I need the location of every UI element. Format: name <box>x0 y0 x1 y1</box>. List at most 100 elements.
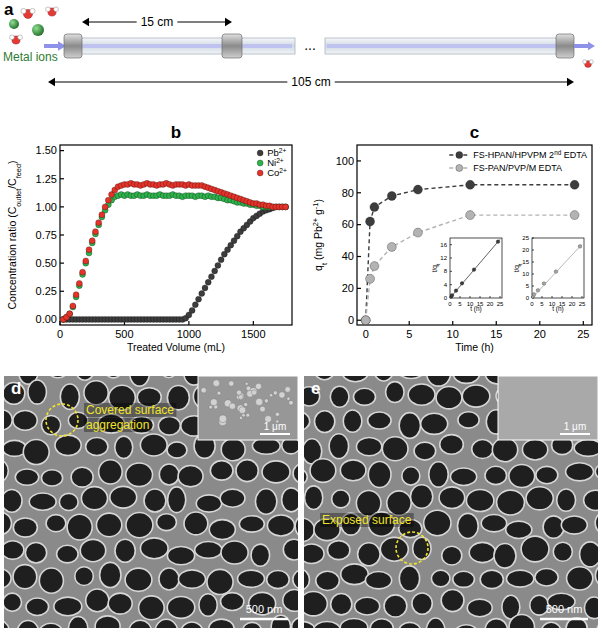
panel-letter: a <box>4 0 14 19</box>
x-tick <box>452 321 453 325</box>
flow-band <box>327 44 557 48</box>
y-tick-label: 5 <box>526 283 530 289</box>
x-tick-label: 0 <box>530 301 534 307</box>
data-point <box>80 269 86 275</box>
sem-pore <box>103 376 123 378</box>
data-point <box>570 211 579 220</box>
x-tick <box>470 296 471 298</box>
sem-pore <box>99 460 122 484</box>
legend-marker <box>257 150 263 156</box>
x-tick-label: 1000 <box>177 328 201 340</box>
sem-pore <box>370 619 393 628</box>
panel-letter: e <box>311 379 320 398</box>
sem-pore <box>168 487 186 513</box>
plot-frame <box>450 238 502 298</box>
sem-inset <box>498 376 598 440</box>
sem-aggregate <box>244 402 248 406</box>
y-axis-title: t/qt <box>513 263 523 272</box>
sem-pore <box>4 593 22 611</box>
y-tick <box>357 288 361 289</box>
data-point <box>67 311 73 317</box>
sem-pore <box>595 563 598 588</box>
y-tick-label: 1.50 <box>36 144 57 156</box>
sem-pore <box>4 541 24 560</box>
plot-frame <box>60 145 292 325</box>
sem-pore <box>293 463 298 483</box>
sem-aggregate <box>229 403 235 409</box>
text-part: 2+ <box>279 147 287 154</box>
y-axis-title: qt (mg Pb2+ g-1) <box>311 199 329 271</box>
x-tick-label: 20 <box>487 301 494 307</box>
sem-pore <box>453 376 480 383</box>
sem-pore <box>330 386 349 407</box>
chart-2: 05101520250481216t (h)t/qt <box>431 238 504 313</box>
text-part: t <box>518 263 523 265</box>
sem-pore <box>15 469 39 485</box>
sem-pore <box>84 381 108 405</box>
sem-aggregate <box>201 387 206 392</box>
sem-pore <box>54 597 82 616</box>
sem-pore <box>506 521 532 538</box>
sem-pore <box>382 437 408 461</box>
sem-pore <box>23 439 49 464</box>
sem-pore <box>39 623 62 628</box>
sem-pore <box>522 439 547 460</box>
text-part: t <box>436 263 441 265</box>
data-point <box>370 203 379 212</box>
sem-pore <box>115 539 135 562</box>
legend-marker <box>456 165 463 172</box>
x-tick-label: 0 <box>363 328 369 340</box>
y-tick-label: 8 <box>444 268 448 274</box>
y-tick-label: 0 <box>444 295 448 301</box>
sem-pore <box>157 514 177 531</box>
legend-label: FS-PAN/PVP/M EDTA <box>473 163 562 173</box>
x-tick-label: 500 <box>115 328 133 340</box>
sem-pore <box>158 416 180 435</box>
sem-pore <box>95 616 120 628</box>
data-point <box>199 291 205 297</box>
panel-a: aMetal ions...15 cm105 cm <box>3 0 595 90</box>
x-tick <box>539 321 540 325</box>
sem-pore <box>595 462 598 480</box>
sem-pore <box>310 459 336 483</box>
arrow-head <box>82 18 89 26</box>
column-connector <box>556 34 574 58</box>
flow-band <box>82 44 292 48</box>
plot-frame <box>532 238 584 298</box>
series-group <box>450 239 500 298</box>
sem-pore <box>126 463 153 486</box>
legend: Pb2+Ni2+Co2+ <box>257 147 287 179</box>
data-point <box>366 274 375 283</box>
sem-pore <box>399 566 419 591</box>
sem-pore <box>295 514 298 538</box>
sem-pore <box>195 541 222 558</box>
water-hydrogen <box>30 8 35 13</box>
x-tick <box>582 296 583 298</box>
sem-pore <box>255 489 276 515</box>
data-point <box>387 242 396 251</box>
sem-aggregate <box>209 405 213 409</box>
y-tick-label: 0.25 <box>36 285 57 297</box>
sem-pore <box>207 569 233 594</box>
sem-pore <box>81 487 107 510</box>
text-part: g <box>312 209 324 218</box>
sem-pore <box>462 385 490 407</box>
arrow-head <box>48 78 55 86</box>
x-tick-label: 0 <box>448 301 452 307</box>
y-tick <box>450 284 452 285</box>
y-tick-label: 0 <box>526 295 530 301</box>
scale-bar <box>540 618 588 621</box>
sem-panel: 1 μm500 nmeExposed surface <box>284 355 602 633</box>
text-part: Co <box>267 167 279 178</box>
column-connector <box>64 34 82 58</box>
sem-background <box>304 376 598 628</box>
sem-pore <box>492 438 517 462</box>
sem-pore <box>557 489 576 511</box>
sem-pore <box>485 619 507 628</box>
text-part: /C <box>6 178 18 189</box>
y-tick <box>357 160 361 161</box>
sem-pore <box>4 460 8 482</box>
water-hydrogen <box>10 35 15 40</box>
y-tick <box>60 150 64 151</box>
sem-pore <box>343 410 362 432</box>
